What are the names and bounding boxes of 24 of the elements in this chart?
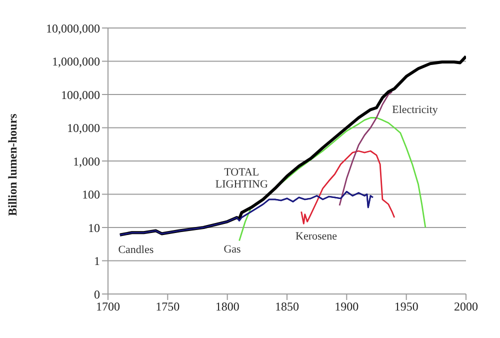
x-tick-label: 1900 bbox=[334, 300, 359, 314]
y-tick-label: 10,000 bbox=[67, 121, 100, 136]
y-axis-title: Billion lumen-hours bbox=[5, 113, 20, 216]
line-series bbox=[338, 91, 393, 206]
series-label: Gas bbox=[224, 244, 241, 256]
x-tick-label: 1950 bbox=[394, 300, 418, 314]
series-label: Electricity bbox=[392, 104, 438, 116]
y-tick-label: 1 bbox=[94, 254, 100, 268]
y-tick-label: 10 bbox=[88, 220, 100, 235]
y-tick-label: 1,000 bbox=[73, 154, 100, 168]
series-label: Candles bbox=[118, 244, 154, 256]
series-label: Kerosene bbox=[296, 230, 338, 243]
x-tick-label: 1800 bbox=[215, 300, 240, 314]
series-label: TOTAL LIGHTING bbox=[215, 166, 268, 191]
x-tick-label: 1850 bbox=[275, 300, 299, 314]
line-series bbox=[300, 150, 396, 224]
y-tick-label: 0 bbox=[94, 287, 100, 302]
y-tick-label: 1,000,000 bbox=[52, 54, 100, 69]
x-tick-label: 2000 bbox=[454, 300, 478, 314]
y-tick-label: 10,000,000 bbox=[46, 21, 100, 36]
x-tick-label: 1700 bbox=[96, 300, 120, 314]
x-tick-label: 1750 bbox=[156, 300, 180, 314]
y-tick-label: 100,000 bbox=[61, 88, 100, 102]
y-tick-label: 100 bbox=[82, 188, 100, 202]
